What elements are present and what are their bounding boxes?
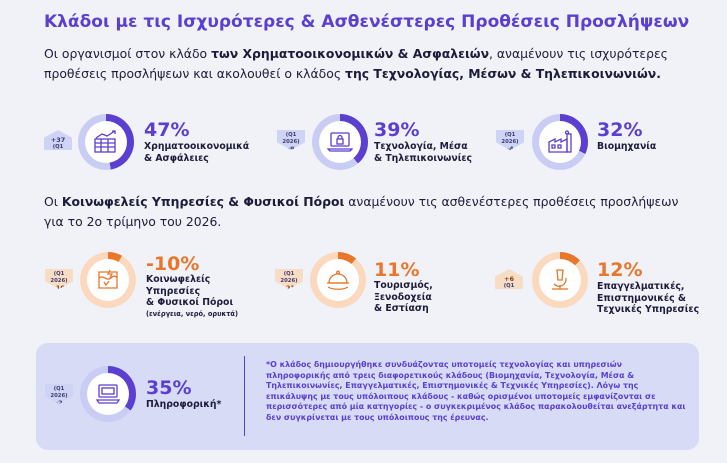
badge-quarter: (Q1 2026)	[50, 386, 68, 399]
percent-ring	[532, 252, 588, 308]
sector-label-line: Υπηρεσίες	[146, 285, 201, 297]
intro-strong-bold-2: της Τεχνολογίας, Μέσων & Τηλεπικοινωνιών…	[345, 66, 661, 81]
intro-weak-bold: Κοινωφελείς Υπηρεσίες & Φυσικοί Πόροι	[61, 194, 345, 209]
sector-percent: -10%	[146, 253, 200, 275]
sector-label-line: & Ασφάλειες	[144, 152, 209, 164]
intro-strong: Οι οργανισμοί στον κλάδο των Χρηματοοικο…	[44, 44, 694, 84]
change-badge: +37 (Q1 2026)	[44, 130, 72, 150]
footnote: *Ο κλάδος δημιουργήθηκε συνδυάζοντας υπο…	[266, 360, 686, 422]
sector-label-line: Πληροφορική*	[146, 399, 222, 410]
badge-quarter: (Q1 2026)	[50, 271, 68, 284]
sector-percent: 11%	[374, 259, 420, 281]
sector-label: Χρηματοοικονομικά & Ασφάλειες	[144, 141, 249, 164]
badge-quarter: (Q1 2026)	[282, 132, 300, 145]
sector-label-line: Επιστημονικές &	[597, 292, 686, 304]
sector-percent: 12%	[597, 259, 643, 281]
sector-label: Επαγγελματικές, Επιστημονικές & Τεχνικές Υ…	[597, 281, 699, 316]
percent-ring	[310, 252, 366, 308]
sector-label-line: Επαγγελματικές,	[597, 281, 685, 292]
sector-label-line: Τεχνολογία, Μέσα	[374, 141, 468, 152]
sector-label-line: & Τηλεπικοινωνίες	[374, 152, 473, 164]
badge-delta: -4	[506, 145, 514, 153]
sector-percent: 35%	[146, 377, 192, 399]
sector-label-line: Κοινωφελείς	[146, 274, 211, 285]
microscope-icon	[539, 259, 581, 301]
page-title: Κλάδοι με τις Ισχυρότερες & Ασθενέστερες…	[44, 12, 690, 32]
change-badge: (Q1 2026) -9	[277, 130, 305, 150]
utilities-icon	[87, 259, 129, 301]
badge-quarter: (Q1 2026)	[501, 132, 519, 145]
factory-icon	[539, 121, 581, 163]
percent-ring	[80, 366, 136, 422]
laptop-lock-icon	[319, 121, 361, 163]
finance-chart-icon	[85, 121, 127, 163]
cloche-icon	[317, 259, 359, 301]
change-badge: (Q1 2026) -2	[45, 384, 73, 404]
badge-quarter: (Q1 2026)	[280, 271, 298, 284]
badge-delta: -10	[53, 284, 65, 292]
percent-ring	[312, 114, 368, 170]
badge-delta: -2	[55, 399, 63, 407]
computer-icon	[87, 373, 129, 415]
badge-quarter: (Q1 2026)	[49, 143, 67, 156]
sector-label: Τεχνολογία, Μέσα & Τηλεπικοινωνίες	[374, 141, 472, 164]
badge-delta: +6	[504, 275, 514, 283]
percent-ring	[532, 114, 588, 170]
badge-delta: -21	[283, 284, 295, 292]
sector-label-line: & Φυσικοί Πόροι	[146, 297, 234, 308]
badge-delta: +37	[50, 136, 66, 144]
sector-percent: 32%	[597, 119, 643, 141]
intro-weak-text-2: αναμένουν τις ασθενέστερες προθέσεις προ…	[44, 194, 679, 229]
change-badge: +6 (Q1 2026)	[495, 269, 523, 289]
intro-strong-bold-1: των Χρηματοοικονομικών & Ασφαλειών	[211, 46, 490, 61]
intro-strong-text: Οι οργανισμοί στον κλάδο	[44, 46, 212, 61]
sector-label-line: Τεχνικές Υπηρεσίες	[597, 304, 700, 315]
change-badge: (Q1 2026) -21	[275, 269, 303, 289]
change-badge: (Q1 2026) -4	[496, 130, 524, 150]
sector-label: Κοινωφελείς Υπηρεσίες & Φυσικοί Πόροι (ενέρ…	[146, 274, 238, 320]
sector-label-line: & Εστίαση	[374, 303, 429, 314]
panel-divider	[244, 356, 245, 436]
it-sector-panel	[36, 343, 699, 450]
badge-quarter: (Q1 2026)	[500, 282, 518, 295]
sector-label-line: Χρηματοοικονομικά	[144, 141, 250, 152]
sector-percent: 39%	[374, 119, 420, 141]
sector-label-line: Ξενοδοχεία	[374, 291, 432, 303]
intro-weak: Οι Κοινωφελείς Υπηρεσίες & Φυσικοί Πόροι…	[44, 192, 694, 232]
percent-ring	[80, 252, 136, 308]
percent-ring	[78, 114, 134, 170]
change-badge: (Q1 2026) -10	[45, 269, 73, 289]
intro-strong-text-2: , αναμένουν τις ισχυρότερες προθέσεις πρ…	[44, 46, 668, 81]
sector-label-line: Τουρισμός,	[374, 280, 433, 291]
sector-label-line: Βιομηχανία	[597, 141, 657, 152]
sector-label: Βιομηχανία	[597, 141, 656, 153]
sector-label-note: (ενέργεια, νερό, ορυκτά)	[146, 309, 238, 318]
intro-weak-text: Οι	[44, 194, 62, 209]
sector-label: Τουρισμός, Ξενοδοχεία & Εστίαση	[374, 280, 433, 315]
sector-percent: 47%	[144, 119, 190, 141]
badge-delta: -9	[287, 145, 295, 153]
sector-label: Πληροφορική*	[146, 399, 221, 411]
